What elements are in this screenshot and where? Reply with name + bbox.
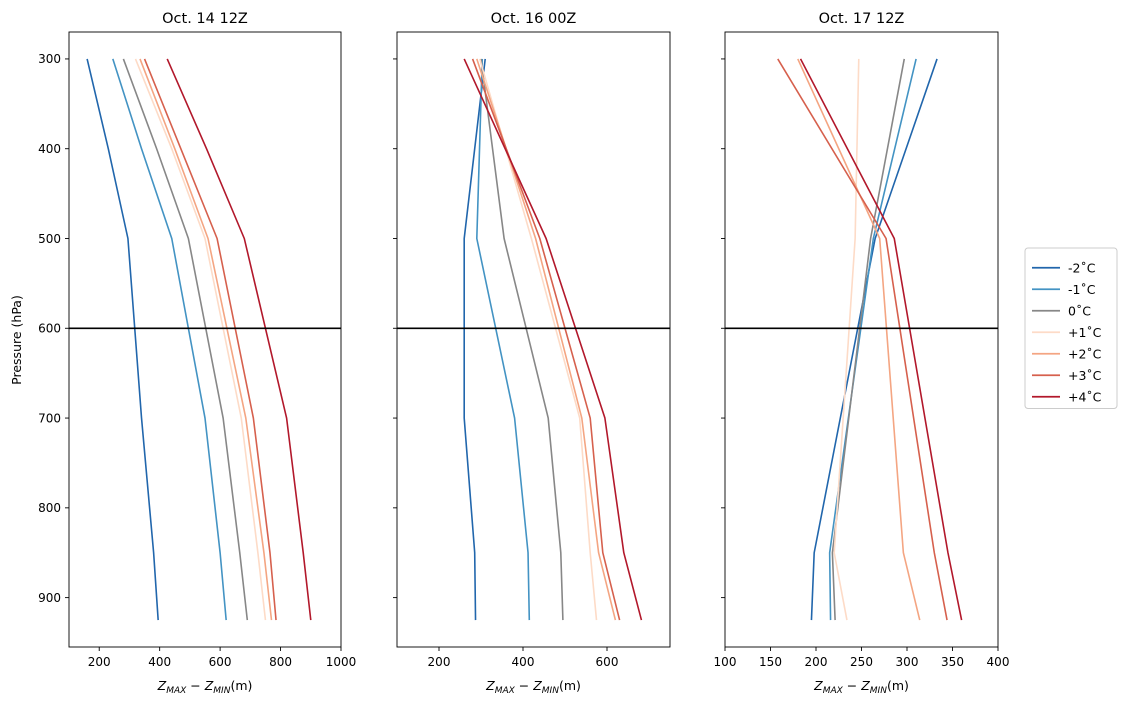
legend-frame — [1024, 247, 1118, 409]
x-axis-label-part: (m) — [230, 678, 252, 693]
x-tick-label: 800 — [269, 655, 292, 669]
panel-title: Oct. 14 12Z — [162, 11, 248, 27]
panel-1: Oct. 14 12Z 200 400 600 800 1000 300 400 500 600 7… — [38, 11, 356, 696]
x-tick-label: 400 — [987, 655, 1010, 669]
x-axis-label-subscript: MAX — [823, 686, 844, 696]
series-line-5 — [476, 58, 617, 621]
series-line-2 — [475, 58, 531, 621]
x-tick-label: 350 — [941, 655, 964, 669]
x-tick-label: 600 — [209, 655, 232, 669]
series-line-6 — [471, 58, 621, 621]
x-axis-label-part: − — [843, 678, 861, 693]
x-tick-label: 600 — [596, 655, 619, 669]
x-axis-label-part: Z — [204, 678, 214, 693]
legend-label-7: +4˚C — [1068, 389, 1102, 404]
series-line-5 — [139, 58, 273, 621]
x-tick-label: 300 — [896, 655, 919, 669]
x-axis-label: ZMAX − ZMIN(m) — [485, 678, 581, 696]
x-axis-label-part: Z — [860, 678, 870, 693]
x-axis-label-part: Z — [532, 678, 542, 693]
x-axis-label-subscript: MIN — [870, 686, 887, 696]
series-line-4 — [478, 58, 598, 621]
legend-label-5: +2˚C — [1068, 346, 1102, 361]
panel-frame — [68, 31, 342, 648]
x-tick-label: 150 — [759, 655, 782, 669]
series-line-1 — [86, 58, 159, 621]
x-axis-label-part: Z — [157, 678, 167, 693]
y-tick-label: 300 — [38, 52, 61, 66]
series-line-4 — [833, 58, 860, 621]
x-axis-label-part: (m) — [559, 678, 581, 693]
series-line-3 — [831, 58, 906, 621]
x-tick-label: 200 — [88, 655, 111, 669]
x-axis-label-part: − — [186, 678, 204, 693]
panel-title: Oct. 17 12Z — [819, 11, 905, 27]
panel-title: Oct. 16 00Z — [491, 11, 577, 27]
panels-layer: Oct. 14 12Z 200 400 600 800 1000 300 400 500 600 7… — [38, 11, 1009, 696]
x-tick-label: 250 — [850, 655, 873, 669]
x-tick-label: 200 — [428, 655, 451, 669]
y-tick-label: 400 — [38, 142, 61, 156]
panel-frame — [724, 31, 999, 648]
y-axis-label: Pressure (hPa) — [9, 295, 24, 385]
legend-label-3: 0˚C — [1068, 303, 1091, 318]
x-axis-label-part: (m) — [887, 678, 909, 693]
y-tick-label: 800 — [38, 501, 61, 515]
x-axis-label-part: Z — [485, 678, 495, 693]
x-axis-label-part: Z — [813, 678, 823, 693]
x-tick-label: 200 — [805, 655, 828, 669]
legend-label-2: -1˚C — [1068, 282, 1096, 297]
series-line-3 — [480, 58, 564, 621]
x-axis-label: ZMAX − ZMIN(m) — [813, 678, 909, 696]
x-tick-label: 1000 — [326, 655, 357, 669]
x-axis-label-part: − — [515, 678, 533, 693]
legend-label-4: +1˚C — [1068, 325, 1102, 340]
y-tick-label: 600 — [38, 322, 61, 336]
panel-frame — [396, 31, 671, 648]
y-tick-label: 500 — [38, 232, 61, 246]
x-tick-label: 100 — [714, 655, 737, 669]
x-axis-label-subscript: MAX — [495, 686, 516, 696]
x-tick-label: 400 — [148, 655, 171, 669]
series-line-7 — [799, 58, 963, 621]
x-tick-label: 400 — [512, 655, 535, 669]
series-line-7 — [166, 58, 312, 621]
series-line-7 — [463, 58, 643, 621]
series-line-2 — [828, 58, 917, 621]
legend-label-1: -2˚C — [1068, 260, 1096, 275]
x-axis-label-subscript: MAX — [166, 686, 187, 696]
series-line-1 — [810, 58, 938, 621]
y-tick-label: 900 — [38, 591, 61, 605]
x-axis-label-subscript: MIN — [542, 686, 559, 696]
series-line-1 — [463, 58, 486, 621]
x-axis-label: ZMAX − ZMIN(m) — [157, 678, 253, 696]
x-axis-label-subscript: MIN — [213, 686, 230, 696]
legend: -2˚C -1˚C 0˚C +1˚C +2˚C +3˚C +4˚C — [1024, 247, 1118, 409]
y-tick-label: 700 — [38, 411, 61, 425]
series-line-6 — [777, 58, 948, 621]
series-line-5 — [797, 58, 921, 621]
legend-label-6: +3˚C — [1068, 368, 1102, 383]
